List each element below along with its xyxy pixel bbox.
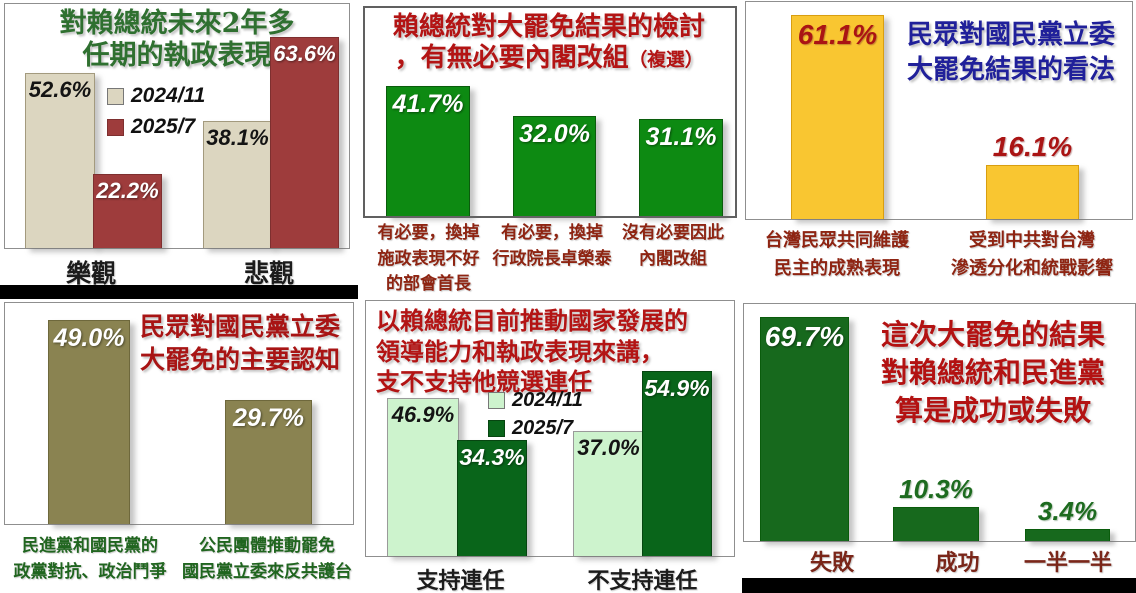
category-label-support-reelection: 支持連任: [416, 568, 505, 593]
legend-item-2025-7: 2025/7: [488, 417, 583, 440]
bar-optimistic-2025-7: 22.2%: [93, 174, 162, 248]
bar-party-struggle: 49.0%: [48, 320, 130, 524]
bar-pessimistic-2025-7: 63.6%: [270, 37, 339, 248]
category-label-civic-groups: 公民團體推動罷免 國民黨立委來反共護台: [182, 536, 352, 583]
bar-half-half: [1025, 529, 1110, 541]
bar-value-label: 22.2%: [96, 178, 159, 203]
chart-panel-cabinet-reshuffle: 賴總統對大罷免結果的檢討 ，有無必要內閣改組（複選） 41.7% 32.0% 3…: [362, 0, 737, 300]
bar-success: [893, 507, 979, 541]
bar-oppose-2024-11: 37.0%: [573, 431, 644, 556]
category-label-pessimistic: 悲觀: [243, 259, 294, 288]
category-label-replace-ministers: 有必要，換掉 施政表現不好 的部會首長: [377, 223, 480, 294]
chart-title: 賴總統對大罷免結果的檢討 ，有無必要內閣改組（複選）: [367, 12, 731, 74]
plot-area: 民眾對國民黨立委 大罷免結果的看法 61.1% 16.1%: [745, 1, 1133, 220]
chart-title: 民眾對國民黨立委 大罷免結果的看法: [906, 20, 1115, 86]
chart-panel-recall-perception: 民眾對國民黨立委 大罷免的主要認知 49.0% 29.7% 民進黨和國民黨的 政…: [2, 300, 356, 593]
bar-mature-democracy: 61.1%: [791, 15, 884, 219]
chart-title-text: 賴總統對大罷免結果的檢討 ，有無必要內閣改組: [392, 12, 705, 74]
legend-label-2024-11: 2024/11: [131, 84, 206, 107]
chart-panel-recall-success-failure: 這次大罷免的結果 對賴總統和民進黨 算是成功或失敗 69.7% 10.3% 3.…: [742, 290, 1136, 578]
plot-area: 對賴總統未來2年多 任期的執政表現 2024/11 2025/7 52.6% 2: [4, 3, 350, 249]
category-label-ccp-infiltration: 受到中共對台灣 滲透分化和統戰影響: [951, 230, 1113, 279]
bar-value-label: 38.1%: [206, 125, 269, 150]
legend-swatch-2024-11: [488, 392, 505, 409]
legend-swatch-2025-7: [488, 420, 505, 437]
plot-area: 賴總統對大罷免結果的檢討 ，有無必要內閣改組（複選） 41.7% 32.0% 3…: [363, 6, 737, 218]
bar-value-label: 61.1%: [797, 19, 878, 50]
bar-value-label: 3.4%: [1037, 496, 1098, 526]
bar-pessimistic-2024-11: 38.1%: [203, 121, 272, 248]
legend-label-2025-7: 2025/7: [512, 417, 574, 439]
bar-support-2024-11: 46.9%: [387, 398, 459, 556]
bar-value-label: 31.1%: [645, 123, 717, 151]
bar-value-label: 10.3%: [899, 474, 973, 504]
bar-oppose-2025-7: 54.9%: [642, 371, 712, 556]
bar-value-label: 54.9%: [644, 375, 710, 401]
bar-value-label: 41.7%: [392, 90, 464, 118]
chart-title: 以賴總統目前推動國家發展的 領導能力和執政表現來講， 支不支持他競選連任: [376, 306, 688, 397]
bar-ccp-infiltration: [986, 165, 1079, 219]
chart-panel-kmt-recall-view: 民眾對國民黨立委 大罷免結果的看法 61.1% 16.1% 台灣民眾共同維護 民…: [742, 0, 1136, 290]
legend-swatch-2025-7: [107, 118, 124, 136]
chart-title: 這次大罷免的結果 對賴總統和民進黨 算是成功或失敗: [880, 318, 1105, 427]
category-label-party-struggle: 民進黨和國民黨的 政黨對抗、政治鬥爭: [13, 536, 167, 583]
bar-replace-ministers: 41.7%: [386, 86, 470, 216]
chart-title: 對賴總統未來2年多 任期的執政表現: [59, 8, 295, 71]
black-divider-bar-left: [0, 285, 358, 299]
bar-no-reshuffle-needed: 31.1%: [639, 119, 723, 216]
chart-panel-president-outlook: 對賴總統未來2年多 任期的執政表現 2024/11 2025/7 52.6% 2: [2, 2, 356, 288]
bar-value-label: 49.0%: [53, 324, 125, 352]
legend: 2024/11 2025/7: [488, 389, 583, 440]
bar-optimistic-2024-11: 52.6%: [25, 73, 95, 248]
category-label-failure: 失敗: [809, 550, 854, 576]
legend: 2024/11 2025/7: [107, 84, 205, 139]
chart-panel-reelection-support: 以賴總統目前推動國家發展的 領導能力和執政表現來講， 支不支持他競選連任 202…: [362, 297, 736, 593]
category-label-replace-premier: 有必要，換掉 行政院長卓榮泰: [492, 223, 612, 269]
bar-value-label: 32.0%: [519, 120, 590, 148]
bar-replace-premier: 32.0%: [513, 116, 596, 216]
category-label-half-half: 一半一半: [1023, 550, 1112, 576]
bar-value-label: 46.9%: [391, 402, 455, 427]
legend-item-2025-7: 2025/7: [107, 115, 205, 139]
bar-value-label: 52.6%: [28, 77, 92, 102]
legend-label-2025-7: 2025/7: [131, 115, 196, 138]
black-divider-bar-right: [742, 578, 1136, 593]
chart-title-suffix: （複選）: [628, 49, 704, 72]
category-label-mature-democracy: 台灣民眾共同維護 民主的成熟表現: [765, 230, 909, 279]
bar-value-label: 63.6%: [273, 41, 336, 66]
bar-support-2025-7: 34.3%: [457, 440, 527, 556]
chart-title: 民眾對國民黨立委 大罷免的主要認知: [139, 312, 340, 374]
plot-area: 這次大罷免的結果 對賴總統和民進黨 算是成功或失敗 69.7% 10.3% 3.…: [743, 303, 1136, 542]
bar-failure: 69.7%: [760, 317, 849, 541]
legend-item-2024-11: 2024/11: [488, 389, 583, 412]
bar-value-label: 34.3%: [459, 444, 525, 470]
plot-area: 民眾對國民黨立委 大罷免的主要認知 49.0% 29.7%: [4, 302, 354, 525]
bar-value-label: 29.7%: [233, 404, 304, 432]
bar-value-label: 69.7%: [764, 321, 845, 352]
legend-label-2024-11: 2024/11: [512, 389, 583, 411]
bar-civic-groups-recall: 29.7%: [225, 400, 312, 524]
category-label-optimistic: 樂觀: [65, 259, 116, 288]
legend-swatch-2024-11: [107, 87, 124, 105]
legend-item-2024-11: 2024/11: [107, 84, 205, 108]
bar-value-label: 16.1%: [992, 131, 1073, 162]
category-label-oppose-reelection: 不支持連任: [587, 568, 698, 593]
category-label-no-reshuffle: 沒有必要因此 內閣改組: [622, 223, 724, 269]
plot-area: 以賴總統目前推動國家發展的 領導能力和執政表現來講， 支不支持他競選連任 202…: [365, 300, 735, 557]
category-label-success: 成功: [935, 550, 980, 576]
bar-value-label: 37.0%: [577, 435, 640, 460]
